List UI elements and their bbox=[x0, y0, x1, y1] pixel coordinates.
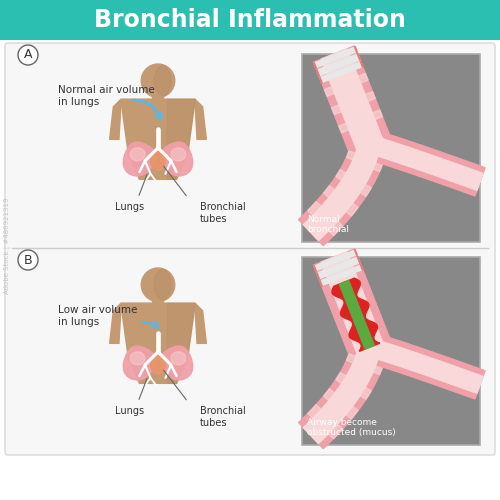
Circle shape bbox=[142, 268, 174, 302]
Bar bbox=[302, 257, 480, 445]
Polygon shape bbox=[110, 311, 121, 344]
Polygon shape bbox=[366, 333, 485, 399]
Polygon shape bbox=[367, 136, 483, 190]
Text: Airway become
obstructed (mucus): Airway become obstructed (mucus) bbox=[307, 418, 396, 437]
Polygon shape bbox=[304, 142, 380, 240]
Polygon shape bbox=[308, 404, 342, 439]
Polygon shape bbox=[324, 186, 358, 216]
Polygon shape bbox=[114, 100, 202, 107]
Text: Lungs: Lungs bbox=[116, 406, 144, 416]
Polygon shape bbox=[114, 304, 202, 311]
Polygon shape bbox=[346, 354, 383, 374]
Circle shape bbox=[18, 45, 38, 65]
Polygon shape bbox=[339, 110, 382, 133]
Polygon shape bbox=[366, 130, 485, 196]
Polygon shape bbox=[152, 302, 164, 311]
FancyBboxPatch shape bbox=[12, 48, 488, 248]
Polygon shape bbox=[150, 356, 166, 374]
Polygon shape bbox=[332, 278, 380, 351]
Polygon shape bbox=[124, 346, 156, 380]
Polygon shape bbox=[321, 252, 382, 352]
Polygon shape bbox=[298, 344, 387, 448]
Ellipse shape bbox=[154, 270, 171, 300]
Text: B: B bbox=[24, 254, 32, 266]
Polygon shape bbox=[324, 388, 358, 419]
Polygon shape bbox=[152, 98, 164, 107]
Polygon shape bbox=[332, 92, 375, 114]
Bar bbox=[0, 0, 500, 40]
Polygon shape bbox=[308, 202, 342, 236]
Polygon shape bbox=[346, 151, 383, 172]
Circle shape bbox=[142, 64, 174, 98]
Polygon shape bbox=[336, 170, 372, 196]
Polygon shape bbox=[304, 345, 380, 444]
Circle shape bbox=[18, 250, 38, 270]
Polygon shape bbox=[314, 46, 390, 152]
Polygon shape bbox=[128, 358, 188, 384]
Polygon shape bbox=[195, 311, 206, 344]
Text: A: A bbox=[24, 48, 32, 62]
Polygon shape bbox=[336, 372, 372, 400]
Polygon shape bbox=[128, 154, 188, 180]
Polygon shape bbox=[367, 338, 483, 394]
Polygon shape bbox=[314, 47, 357, 68]
Polygon shape bbox=[320, 265, 362, 285]
Polygon shape bbox=[130, 352, 145, 365]
Text: Adobe Stock | #486921319: Adobe Stock | #486921319 bbox=[4, 198, 12, 294]
Polygon shape bbox=[160, 142, 192, 176]
Polygon shape bbox=[160, 346, 192, 380]
FancyBboxPatch shape bbox=[5, 43, 495, 455]
Polygon shape bbox=[121, 304, 195, 358]
Polygon shape bbox=[316, 257, 360, 279]
Polygon shape bbox=[171, 148, 186, 161]
Polygon shape bbox=[317, 55, 361, 78]
Text: Bronchial
tubes: Bronchial tubes bbox=[200, 406, 246, 427]
Polygon shape bbox=[195, 107, 206, 140]
Polygon shape bbox=[314, 250, 357, 271]
Polygon shape bbox=[130, 148, 145, 161]
Text: Bronchial Inflammation: Bronchial Inflammation bbox=[94, 8, 406, 32]
Polygon shape bbox=[340, 280, 374, 349]
Bar bbox=[302, 54, 480, 242]
Polygon shape bbox=[320, 62, 362, 82]
Text: Normal air volume
in lungs: Normal air volume in lungs bbox=[58, 85, 155, 106]
Polygon shape bbox=[121, 100, 195, 154]
Polygon shape bbox=[316, 54, 360, 76]
Polygon shape bbox=[150, 152, 166, 170]
Polygon shape bbox=[324, 74, 368, 96]
Polygon shape bbox=[168, 304, 195, 384]
Text: Low air volume
in lungs: Low air volume in lungs bbox=[58, 305, 138, 326]
Text: Lungs: Lungs bbox=[116, 202, 144, 212]
Polygon shape bbox=[298, 140, 387, 246]
Polygon shape bbox=[171, 352, 186, 365]
Polygon shape bbox=[110, 107, 121, 140]
Ellipse shape bbox=[154, 66, 171, 96]
Polygon shape bbox=[124, 142, 156, 176]
Polygon shape bbox=[321, 49, 382, 150]
Polygon shape bbox=[168, 100, 195, 180]
FancyBboxPatch shape bbox=[12, 252, 488, 448]
Text: Normal
bronchial: Normal bronchial bbox=[307, 214, 349, 234]
Text: Bronchial
tubes: Bronchial tubes bbox=[200, 202, 246, 224]
Polygon shape bbox=[314, 249, 390, 356]
